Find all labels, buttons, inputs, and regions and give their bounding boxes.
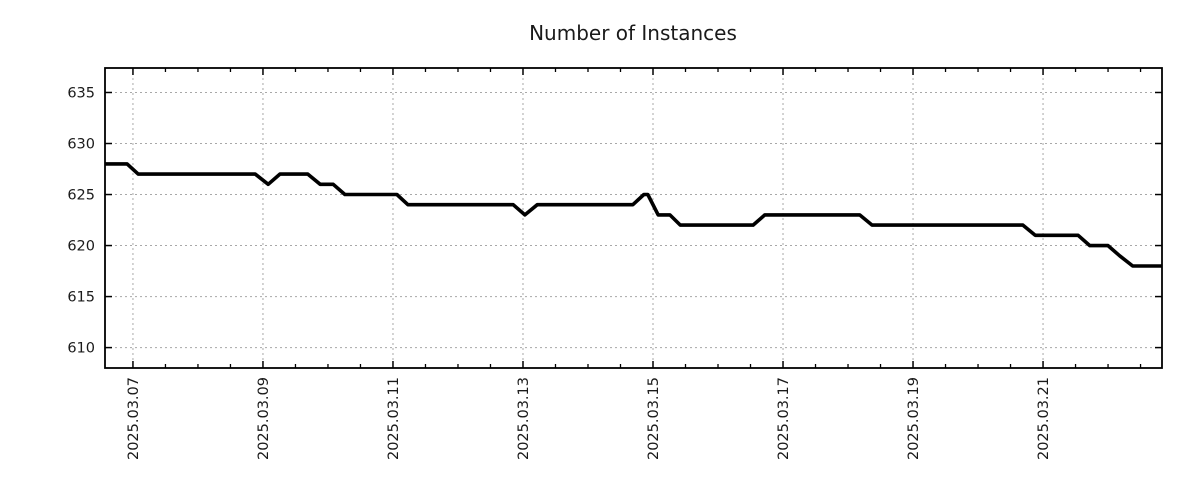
y-axis-tick-label: 620 [67,239,95,255]
x-axis-tick-label: 2025.03.09 [256,377,272,460]
x-axis-tick-label: 2025.03.19 [906,377,922,460]
y-axis-tick-label: 615 [67,290,95,306]
x-axis-tick-label: 2025.03.21 [1036,377,1052,460]
y-axis-tick-label: 610 [67,341,95,357]
data-line-instances [105,162,1162,268]
x-axis-tick-label: 2025.03.15 [646,377,662,460]
axes [104,67,1163,369]
x-axis-tick-label: 2025.03.07 [126,377,142,460]
chart-title: Number of Instances [529,21,737,45]
gridlines [105,68,1162,368]
plot-frame [104,67,1163,369]
y-axis-tick-label: 630 [67,137,95,153]
y-axis-tick-label: 625 [67,188,95,204]
x-axis-tick-label: 2025.03.17 [776,377,792,460]
y-axis-tick-label: 635 [67,85,95,101]
x-axis-tick-label: 2025.03.13 [516,377,532,460]
data-series [105,162,1162,268]
x-axis-tick-label: 2025.03.11 [386,377,402,460]
axis-labels: 610 615 620 625 630 635 2025.03.07 2025.03.09 20… [67,85,1052,460]
